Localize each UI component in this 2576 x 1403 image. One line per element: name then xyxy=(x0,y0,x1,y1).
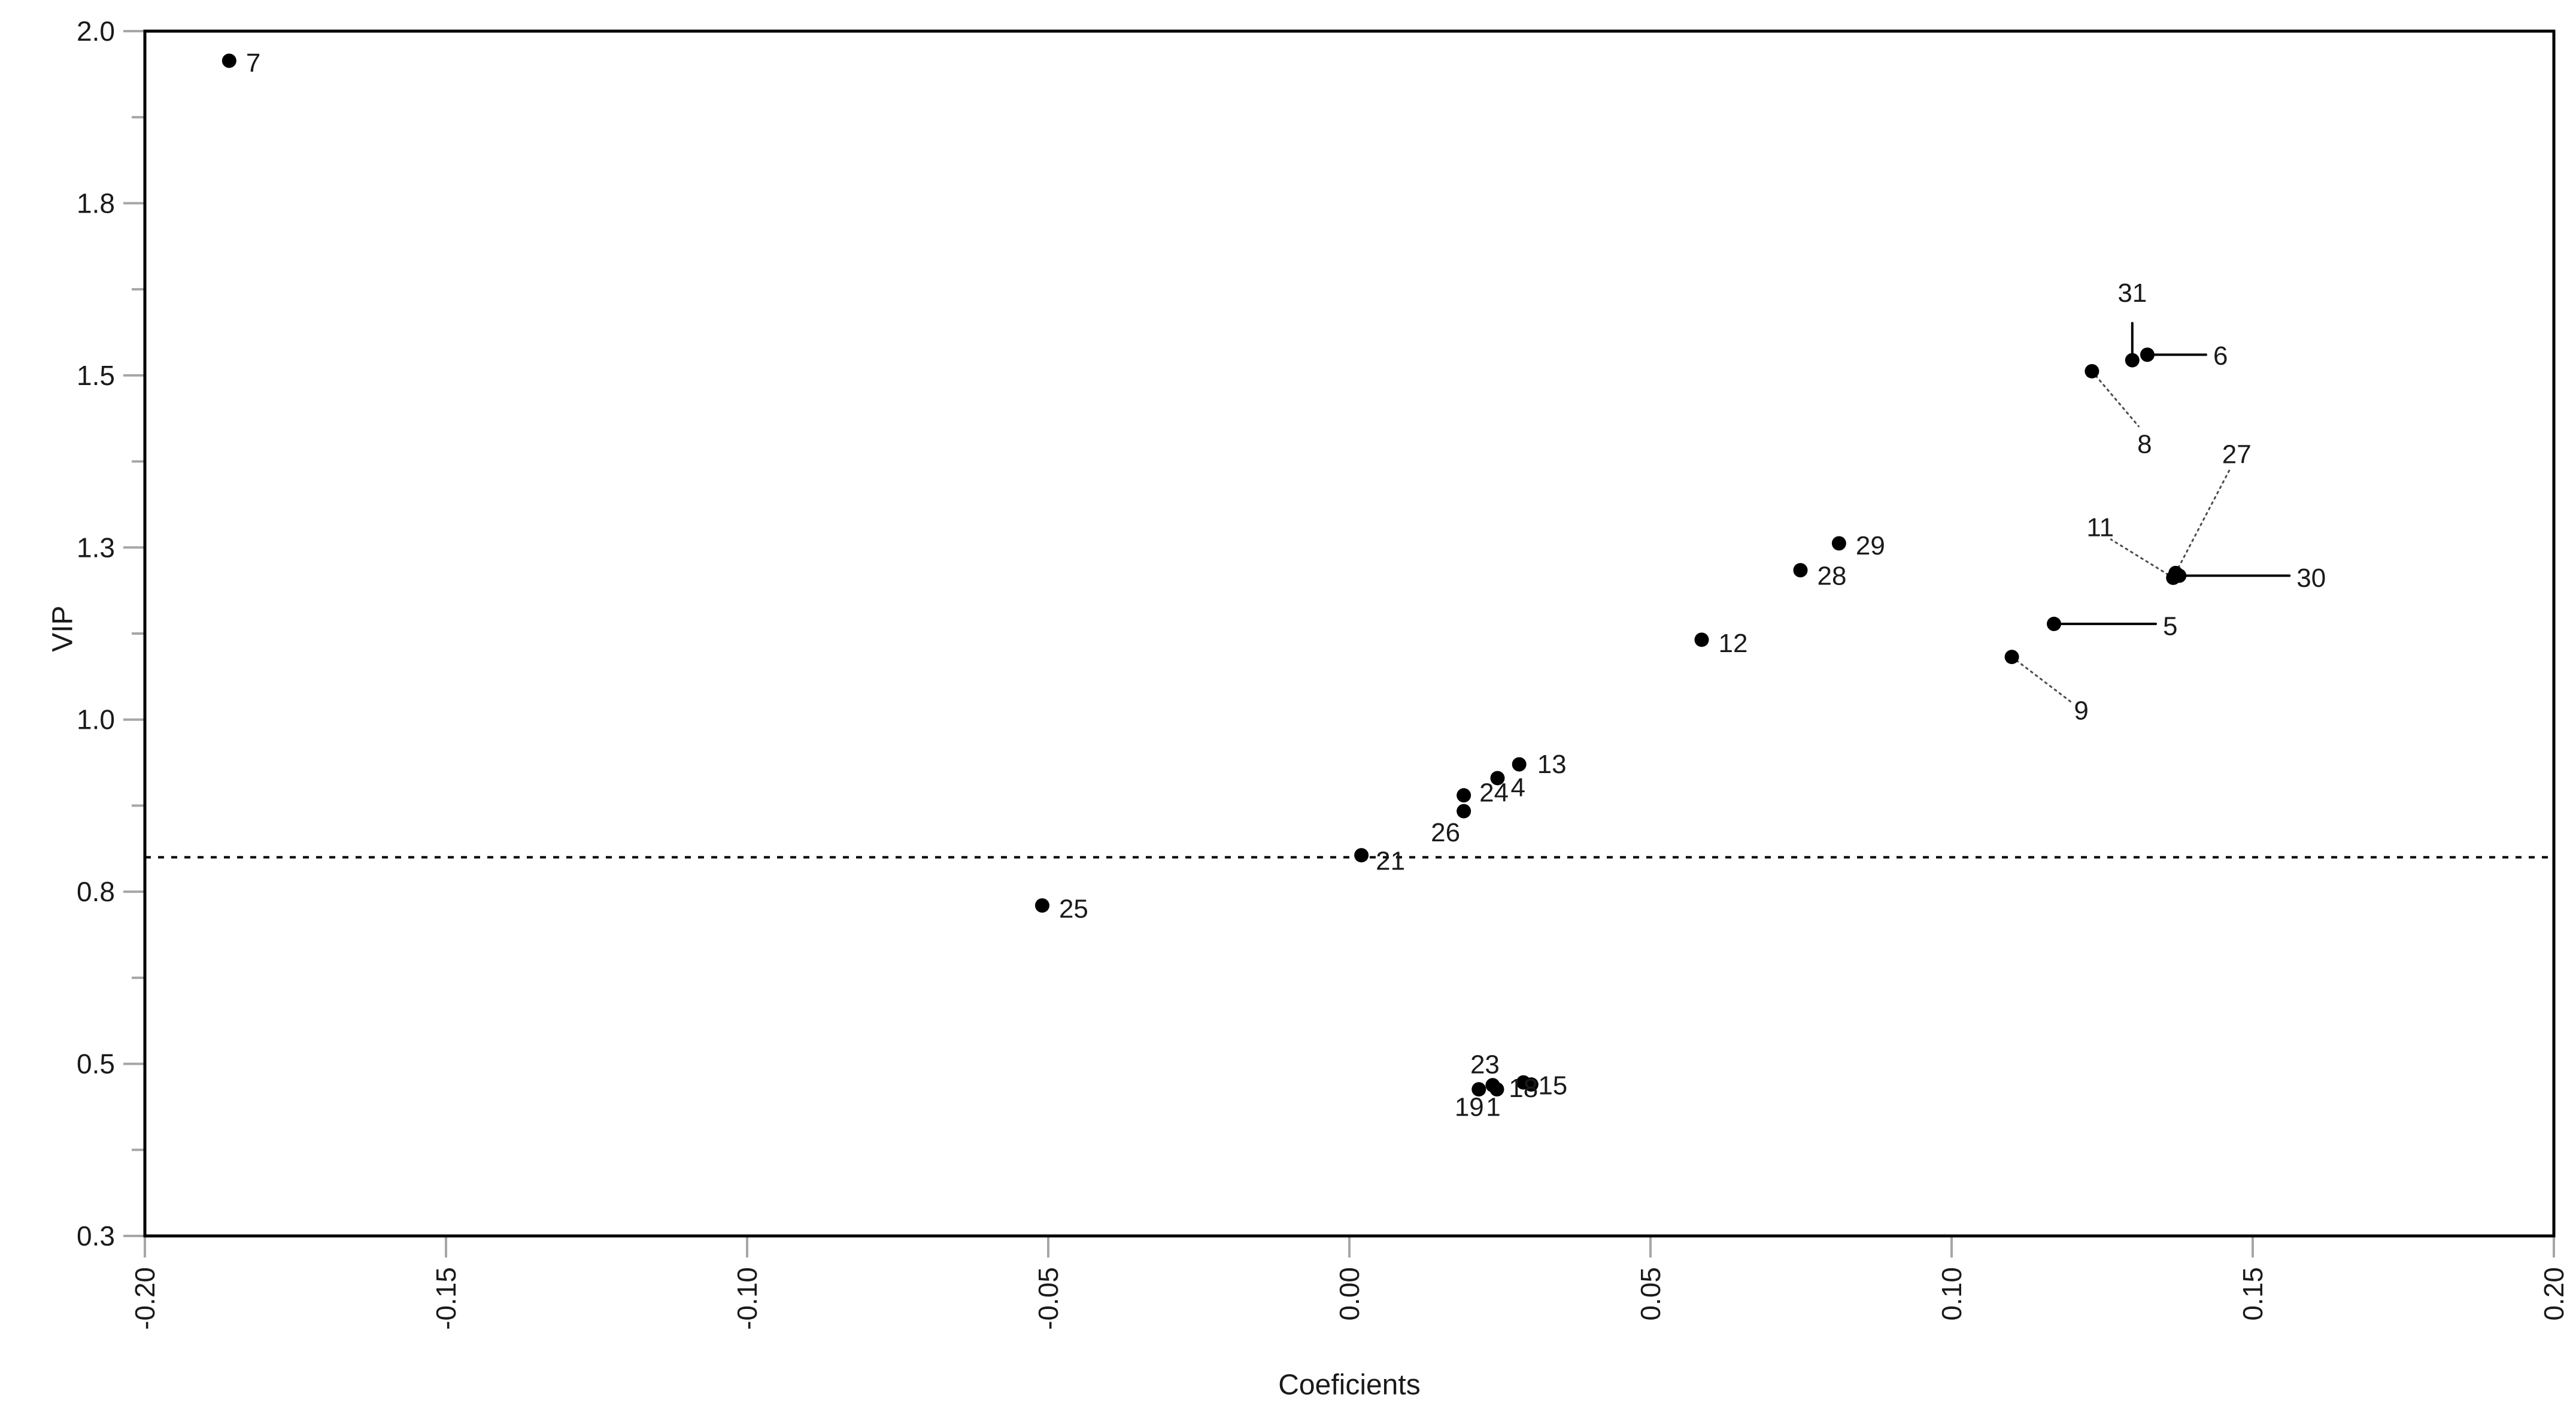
point-label-5: 5 xyxy=(2163,611,2177,641)
data-point-6 xyxy=(2140,347,2155,362)
point-label-8: 8 xyxy=(2137,429,2152,459)
point-label-23: 23 xyxy=(1470,1050,1500,1080)
x-tick-label: 0.10 xyxy=(1936,1267,1967,1321)
x-axis-title: Coeficients xyxy=(1278,1369,1420,1401)
y-tick-label: 0.3 xyxy=(77,1220,115,1252)
y-tick-label: 1.3 xyxy=(77,532,115,563)
x-tick-label: 0.15 xyxy=(2237,1267,2268,1321)
point-label-24: 24 xyxy=(1479,778,1509,808)
data-point-26 xyxy=(1457,804,1471,819)
x-tick-label: -0.20 xyxy=(129,1267,160,1330)
point-label-18: 18 xyxy=(1509,1074,1538,1103)
x-tick-label: 0.05 xyxy=(1635,1267,1666,1321)
y-tick-label: 1.0 xyxy=(77,704,115,735)
data-point-9 xyxy=(2004,650,2019,665)
point-label-7: 7 xyxy=(246,49,260,78)
data-point-19 xyxy=(1471,1082,1486,1097)
y-tick-label: 2.0 xyxy=(77,16,115,47)
x-tick-label: -0.05 xyxy=(1033,1267,1064,1330)
x-tick-label: -0.10 xyxy=(732,1267,763,1330)
point-label-28: 28 xyxy=(1817,562,1846,591)
data-point-12 xyxy=(1694,632,1709,647)
y-axis-title: VIP xyxy=(47,605,79,651)
point-label-25: 25 xyxy=(1059,895,1088,924)
leader-line-27 xyxy=(2174,469,2231,574)
data-point-30 xyxy=(2172,568,2187,583)
data-point-25 xyxy=(1034,898,1049,913)
point-label-21: 21 xyxy=(1376,847,1405,876)
point-label-4: 4 xyxy=(1510,773,1525,802)
point-label-12: 12 xyxy=(1719,629,1748,658)
y-tick-label: 0.8 xyxy=(77,876,115,907)
plot-border xyxy=(143,29,2556,1238)
data-point-29 xyxy=(1831,536,1846,551)
leader-line-11 xyxy=(2110,538,2174,579)
point-label-6: 6 xyxy=(2213,341,2228,371)
leader-line-9 xyxy=(2011,656,2073,704)
data-point-4 xyxy=(1490,771,1505,786)
data-point-28 xyxy=(1793,563,1808,578)
point-label-31: 31 xyxy=(2117,278,2147,308)
data-point-7 xyxy=(222,53,236,68)
point-label-27: 27 xyxy=(2222,440,2252,469)
data-point-5 xyxy=(2047,616,2062,631)
point-label-29: 29 xyxy=(1856,531,1885,560)
y-tick-label: 0.5 xyxy=(77,1049,115,1080)
point-label-30: 30 xyxy=(2296,563,2326,593)
x-tick-label: 0.20 xyxy=(2538,1267,2569,1321)
x-tick-label: 0.00 xyxy=(1334,1267,1365,1321)
leader-line-8 xyxy=(2090,370,2140,428)
data-point-31 xyxy=(2125,353,2140,368)
point-label-13: 13 xyxy=(1537,750,1567,779)
data-point-24 xyxy=(1457,788,1471,803)
data-point-13 xyxy=(1512,757,1527,772)
data-point-1 xyxy=(1489,1082,1504,1097)
point-label-9: 9 xyxy=(2074,696,2088,726)
y-tick-label: 1.5 xyxy=(77,360,115,391)
point-label-15: 15 xyxy=(1538,1071,1567,1101)
data-point-21 xyxy=(1354,848,1369,863)
data-point-8 xyxy=(2085,363,2099,378)
x-tick-label: -0.15 xyxy=(430,1267,462,1330)
point-label-19: 19 xyxy=(1455,1093,1484,1122)
data-point-15 xyxy=(1524,1077,1539,1092)
point-label-11: 11 xyxy=(2086,513,2114,542)
point-label-26: 26 xyxy=(1431,818,1460,847)
point-label-1: 1 xyxy=(1486,1093,1500,1122)
y-tick-label: 1.8 xyxy=(77,187,115,219)
